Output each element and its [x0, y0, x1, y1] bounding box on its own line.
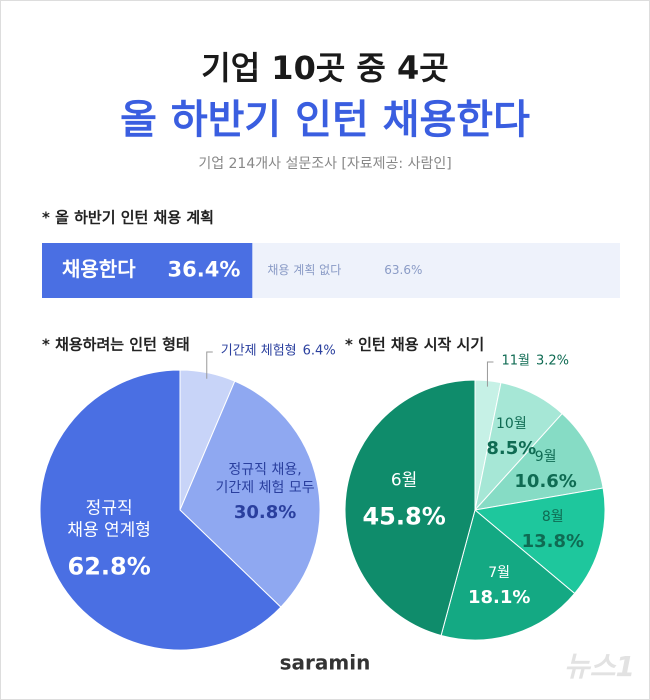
value-label: 63.6% — [384, 263, 422, 277]
watermark: 뉴스1 — [564, 650, 635, 683]
leader-line — [486, 361, 494, 387]
slice-category: 11월 — [501, 353, 530, 369]
slice-label: 8월 13.8% — [522, 508, 584, 554]
segment-name: 채용 계획 없다 — [267, 263, 341, 277]
value-label: 36.4% — [168, 258, 241, 282]
brand: saramin — [280, 651, 371, 675]
slice-label: 정규직 채용, 기간제 체험 모두 30.8% — [216, 461, 315, 525]
slice-category: 6월 — [390, 469, 418, 490]
slice-label: 기간제 체험형 6.4% — [215, 344, 336, 361]
section-title: * 채용하려는 인턴 형태 — [42, 336, 190, 354]
slice-value: 13.8% — [521, 531, 585, 553]
slice-label: 10월 8.5% — [486, 415, 536, 461]
slice-category: 기간제 체험형 — [220, 343, 297, 359]
slice-label: 11월 3.2% — [495, 354, 569, 371]
leader-line — [206, 351, 213, 379]
slice-label: 7월 18.1% — [468, 564, 530, 610]
pie-slice — [179, 380, 321, 608]
pie-slice — [473, 487, 606, 595]
pie-slice — [440, 509, 576, 641]
slice-category: 9월 — [534, 449, 557, 466]
slice-value: 10.6% — [514, 471, 577, 493]
pie-slice — [39, 369, 282, 651]
slice-value: 18.1% — [467, 587, 531, 609]
pie-slice — [344, 379, 476, 637]
slice-value: 62.8% — [67, 552, 151, 581]
slice-label: 6월 45.8% — [362, 469, 445, 532]
title: 기업 10곳 중 4곳 — [201, 49, 448, 87]
slice-category: 7월 — [488, 565, 511, 582]
slice-label: 9월 10.6% — [514, 448, 576, 494]
pie-slice — [473, 412, 604, 511]
slice-value: 8.5% — [486, 438, 537, 460]
section-title: * 올 하반기 인턴 채용 계획 — [42, 209, 214, 227]
slice-category: 정규직 채용, 기간제 체험 모두 — [215, 461, 315, 496]
slice-value: 45.8% — [362, 502, 446, 531]
segment-name: 채용한다 — [62, 257, 136, 281]
slice-value: 30.8% — [233, 502, 297, 524]
subtitle: 기업 214개사 설문조사 [자료제공: 사람인] — [198, 156, 451, 172]
slice-category: 10월 — [496, 416, 527, 433]
slice-category: 정규직 채용 연계형 — [67, 498, 151, 541]
slice-value: 6.4% — [302, 343, 336, 359]
slice-category: 8월 — [541, 509, 564, 526]
slice-value: 3.2% — [535, 353, 569, 369]
headline: 올 하반기 인턴 채용한다 — [120, 97, 530, 143]
bar-segment — [42, 243, 253, 298]
bar-segment — [252, 243, 620, 298]
slice-label: 정규직 채용 연계형 62.8% — [67, 497, 151, 582]
section-title: * 인턴 채용 시작 시기 — [345, 336, 484, 354]
